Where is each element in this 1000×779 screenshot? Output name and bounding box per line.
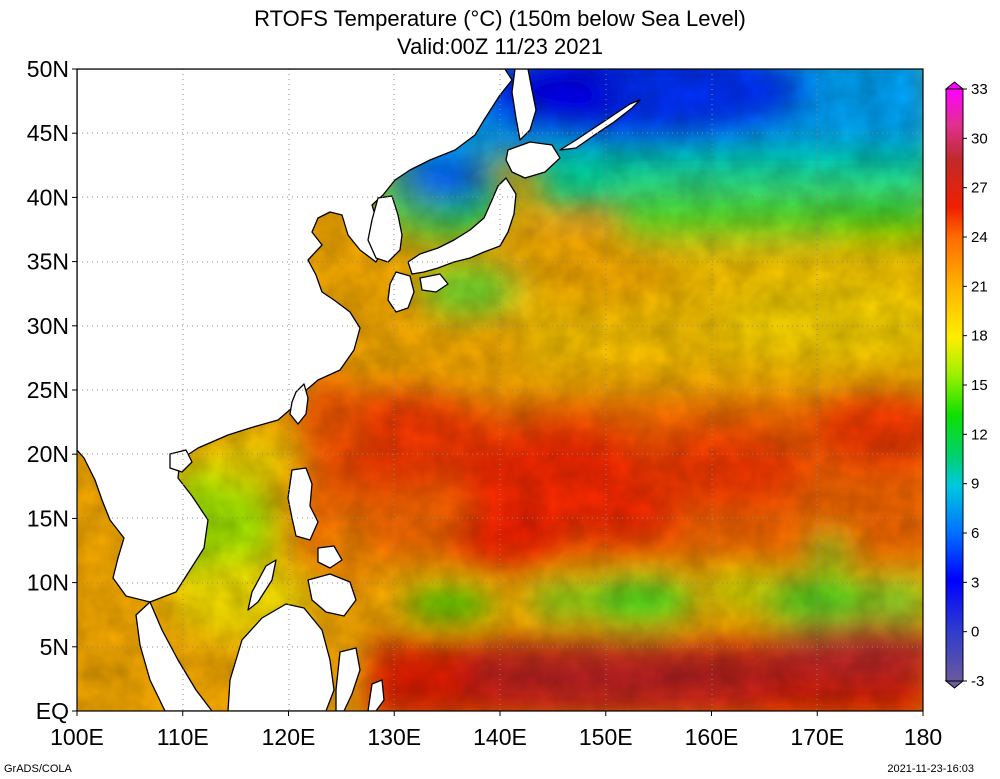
malay-peninsula [135,601,213,711]
colorbar-label: 24 [971,229,988,246]
lon-tick-label: 180 [904,724,942,750]
taiwan [289,383,309,425]
colorbar-label: 3 [971,574,979,591]
colorbar-label: 6 [971,525,979,542]
latitude-axis: 50N 45N 40N 35N 30N 25N 20N 15N 10N 5N EQ [27,56,77,724]
colorbar-label: 9 [971,476,979,493]
kyushu [387,271,415,313]
kuril-islands [559,99,641,151]
lat-tick-label: EQ [36,698,69,724]
sakhalin [511,69,537,141]
lon-tick-label: 110E [157,724,209,750]
graticule [77,69,923,711]
map-title: RTOFS Temperature (°C) (150m below Sea L… [254,6,746,31]
hainan [169,449,193,473]
lat-tick-label: 5N [40,634,69,660]
lat-tick-label: 30N [27,313,69,339]
shikoku [419,273,449,293]
lat-tick-label: 15N [27,505,69,531]
lon-tick-label: 160E [685,724,739,750]
colorbar-label: 15 [971,377,988,394]
colorbar-label: 27 [971,180,988,197]
longitude-axis: 100E 110E 120E 130E 140E 150E 160E 170E 180 [50,711,942,750]
lon-tick-label: 140E [473,724,527,750]
honshu [407,177,517,275]
lat-tick-label: 50N [27,56,69,82]
colorbar-label: 33 [971,81,988,98]
colorbar-label: 12 [971,426,988,443]
asia-mainland [77,69,513,603]
map-subtitle: Valid:00Z 11/23 2021 [397,34,603,59]
mindanao [307,573,357,617]
lon-tick-label: 150E [579,724,633,750]
colorbar-label: 30 [971,130,988,147]
lon-tick-label: 170E [790,724,844,750]
borneo [227,603,335,711]
land-masses [77,69,641,711]
lat-tick-label: 40N [27,184,69,210]
colorbar-max-arrow [944,81,965,90]
footer-credit: GrADS/COLA [4,763,72,775]
colorbar-gradient [945,88,964,682]
lat-tick-label: 20N [27,441,69,467]
colorbar-label: 18 [971,328,988,345]
hokkaido [505,141,561,179]
lon-tick-label: 120E [262,724,316,750]
visayas [317,545,343,569]
palawan [247,559,277,611]
lat-tick-label: 45N [27,120,69,146]
luzon [287,467,319,541]
lon-tick-label: 130E [367,724,421,750]
colorbar-min-arrow [944,680,965,689]
lat-tick-label: 25N [27,377,69,403]
colorbar-label: 0 [971,624,979,641]
lat-tick-label: 10N [27,570,69,596]
lon-tick-label: 100E [50,724,104,750]
lat-tick-label: 35N [27,249,69,275]
sulawesi [335,647,361,711]
colorbar-label: -3 [971,673,984,690]
colorbar-label: 21 [971,278,988,295]
footer-timestamp: 2021-11-23-16:03 [887,763,974,775]
halmahera [367,679,385,711]
korea-peninsula [367,195,403,263]
